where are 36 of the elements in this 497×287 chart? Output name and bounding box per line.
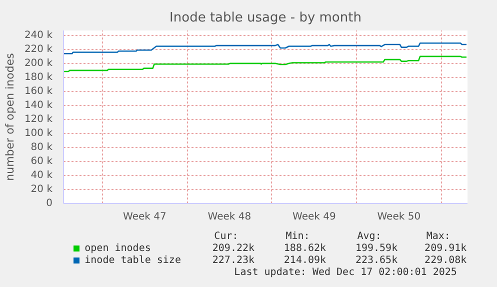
y-tick-label: 220 k: [24, 44, 53, 55]
x-tick-label: Week 49: [292, 212, 336, 222]
y-tick-label: 240 k: [24, 30, 53, 41]
text: 209.22k: [212, 243, 255, 254]
text: Min:: [286, 231, 310, 242]
y-tick-label: 180 k: [24, 72, 53, 83]
y-tick-label: 80 k: [30, 142, 53, 153]
text: 209.91k: [424, 243, 467, 254]
line-series: [64, 42, 468, 54]
y-tick-label: 40 k: [30, 170, 53, 181]
text: 223.65k: [355, 255, 398, 266]
y-tick-label: 200 k: [24, 58, 53, 69]
legend-label: inode table size: [84, 255, 181, 266]
line-series: [64, 56, 468, 72]
x-tick-label: Week 48: [208, 212, 252, 222]
y-axis-title: number of open inodes: [3, 52, 16, 181]
text: 227.23k: [212, 255, 255, 266]
y-tick-label: 120 k: [24, 114, 53, 125]
y-tick-label: 60 k: [30, 156, 53, 167]
y-tick-label: 100 k: [24, 128, 53, 139]
x-tick-label: Week 47: [123, 212, 166, 222]
text: Avg:: [357, 231, 382, 242]
legend-label: open inodes: [84, 243, 151, 254]
text: Last update: Wed Dec 17 02:00:01 2025: [234, 267, 457, 278]
y-tick-label: 20 k: [30, 184, 53, 195]
y-tick-label: 0: [46, 198, 53, 209]
y-tick-label: 160 k: [24, 86, 53, 97]
text: 188.62k: [284, 243, 326, 254]
text: Max:: [426, 231, 450, 242]
text: 229.08k: [424, 255, 467, 266]
text: 214.09k: [284, 255, 326, 266]
text: Cur:: [214, 231, 238, 242]
text: 199.59k: [355, 243, 398, 254]
x-tick-label: Week 50: [377, 212, 421, 222]
chart-title: Inode table usage - by month: [170, 10, 362, 26]
y-tick-label: 140 k: [24, 100, 53, 111]
